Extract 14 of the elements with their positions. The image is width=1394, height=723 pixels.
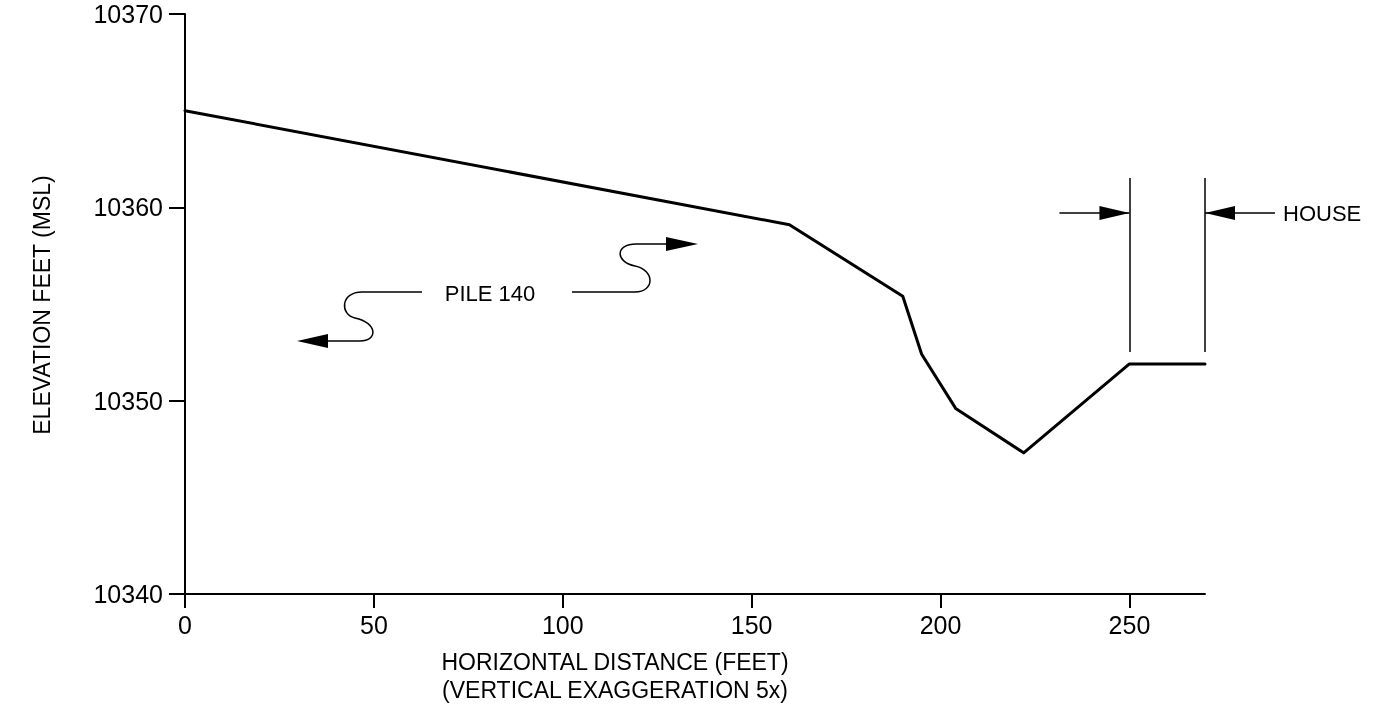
y-tick-label: 10350 [93,386,163,415]
x-axis-title: HORIZONTAL DISTANCE (FEET) (VERTICAL EXAGGERATION 5x) [441,649,789,703]
x-tick-label: 100 [541,610,584,639]
ref-line-label: HOUSE [1283,201,1362,226]
x-tick-label: 200 [919,610,962,639]
x-tick-label: 250 [1108,610,1151,639]
y-axis-title: ELEVATION FEET (MSL) [29,175,55,435]
x-tick-label: 50 [359,610,388,639]
y-tick-label: 10340 [93,580,163,608]
x-tick-label: 0 [178,610,192,639]
annotation: PILE 140 [444,281,536,306]
x-tick-label: 150 [730,610,773,639]
y-tick-label: 10360 [93,193,163,222]
y-tick-label: 10370 [93,0,163,28]
